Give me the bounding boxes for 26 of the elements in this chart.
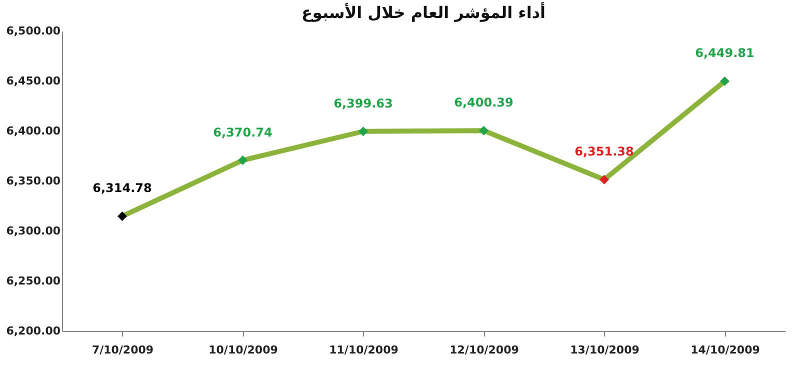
- data-label: 6,370.74: [213, 125, 272, 140]
- data-label: 6,314.78: [92, 181, 152, 196]
- point: [238, 156, 248, 166]
- point: [479, 126, 488, 136]
- x-tick-label: 13/10/2009: [570, 344, 640, 356]
- chart-title: أداء المؤشر العام خلال الأسبوع: [301, 2, 546, 22]
- y-tick-label: 6,250.00: [6, 274, 61, 288]
- y-tick-label: 6,350.00: [6, 174, 61, 188]
- x-tick-label: 14/10/2009: [690, 344, 760, 356]
- point: [720, 76, 730, 86]
- y-tick-label: 6,200.00: [6, 324, 61, 338]
- y-tick-label: 6,300.00: [6, 224, 61, 238]
- x-tick-label: 11/10/2009: [329, 344, 398, 356]
- data-label: 6,399.63: [334, 96, 393, 110]
- point: [600, 174, 609, 184]
- point: [118, 211, 127, 221]
- data-label: 6,400.39: [454, 96, 514, 110]
- data-label: 6,351.38: [574, 144, 634, 159]
- y-tick-label: 6,450.00: [6, 74, 61, 88]
- x-tick-label: 12/10/2009: [450, 344, 519, 356]
- point: [358, 126, 368, 136]
- x-tick-label: 7/10/2009: [92, 344, 154, 356]
- x-tick-label: 10/10/2009: [208, 344, 278, 356]
- y-tick-label: 6,400.00: [6, 124, 61, 138]
- y-tick-label: 6,500.00: [6, 24, 61, 38]
- data-label: 6,449.81: [695, 46, 754, 60]
